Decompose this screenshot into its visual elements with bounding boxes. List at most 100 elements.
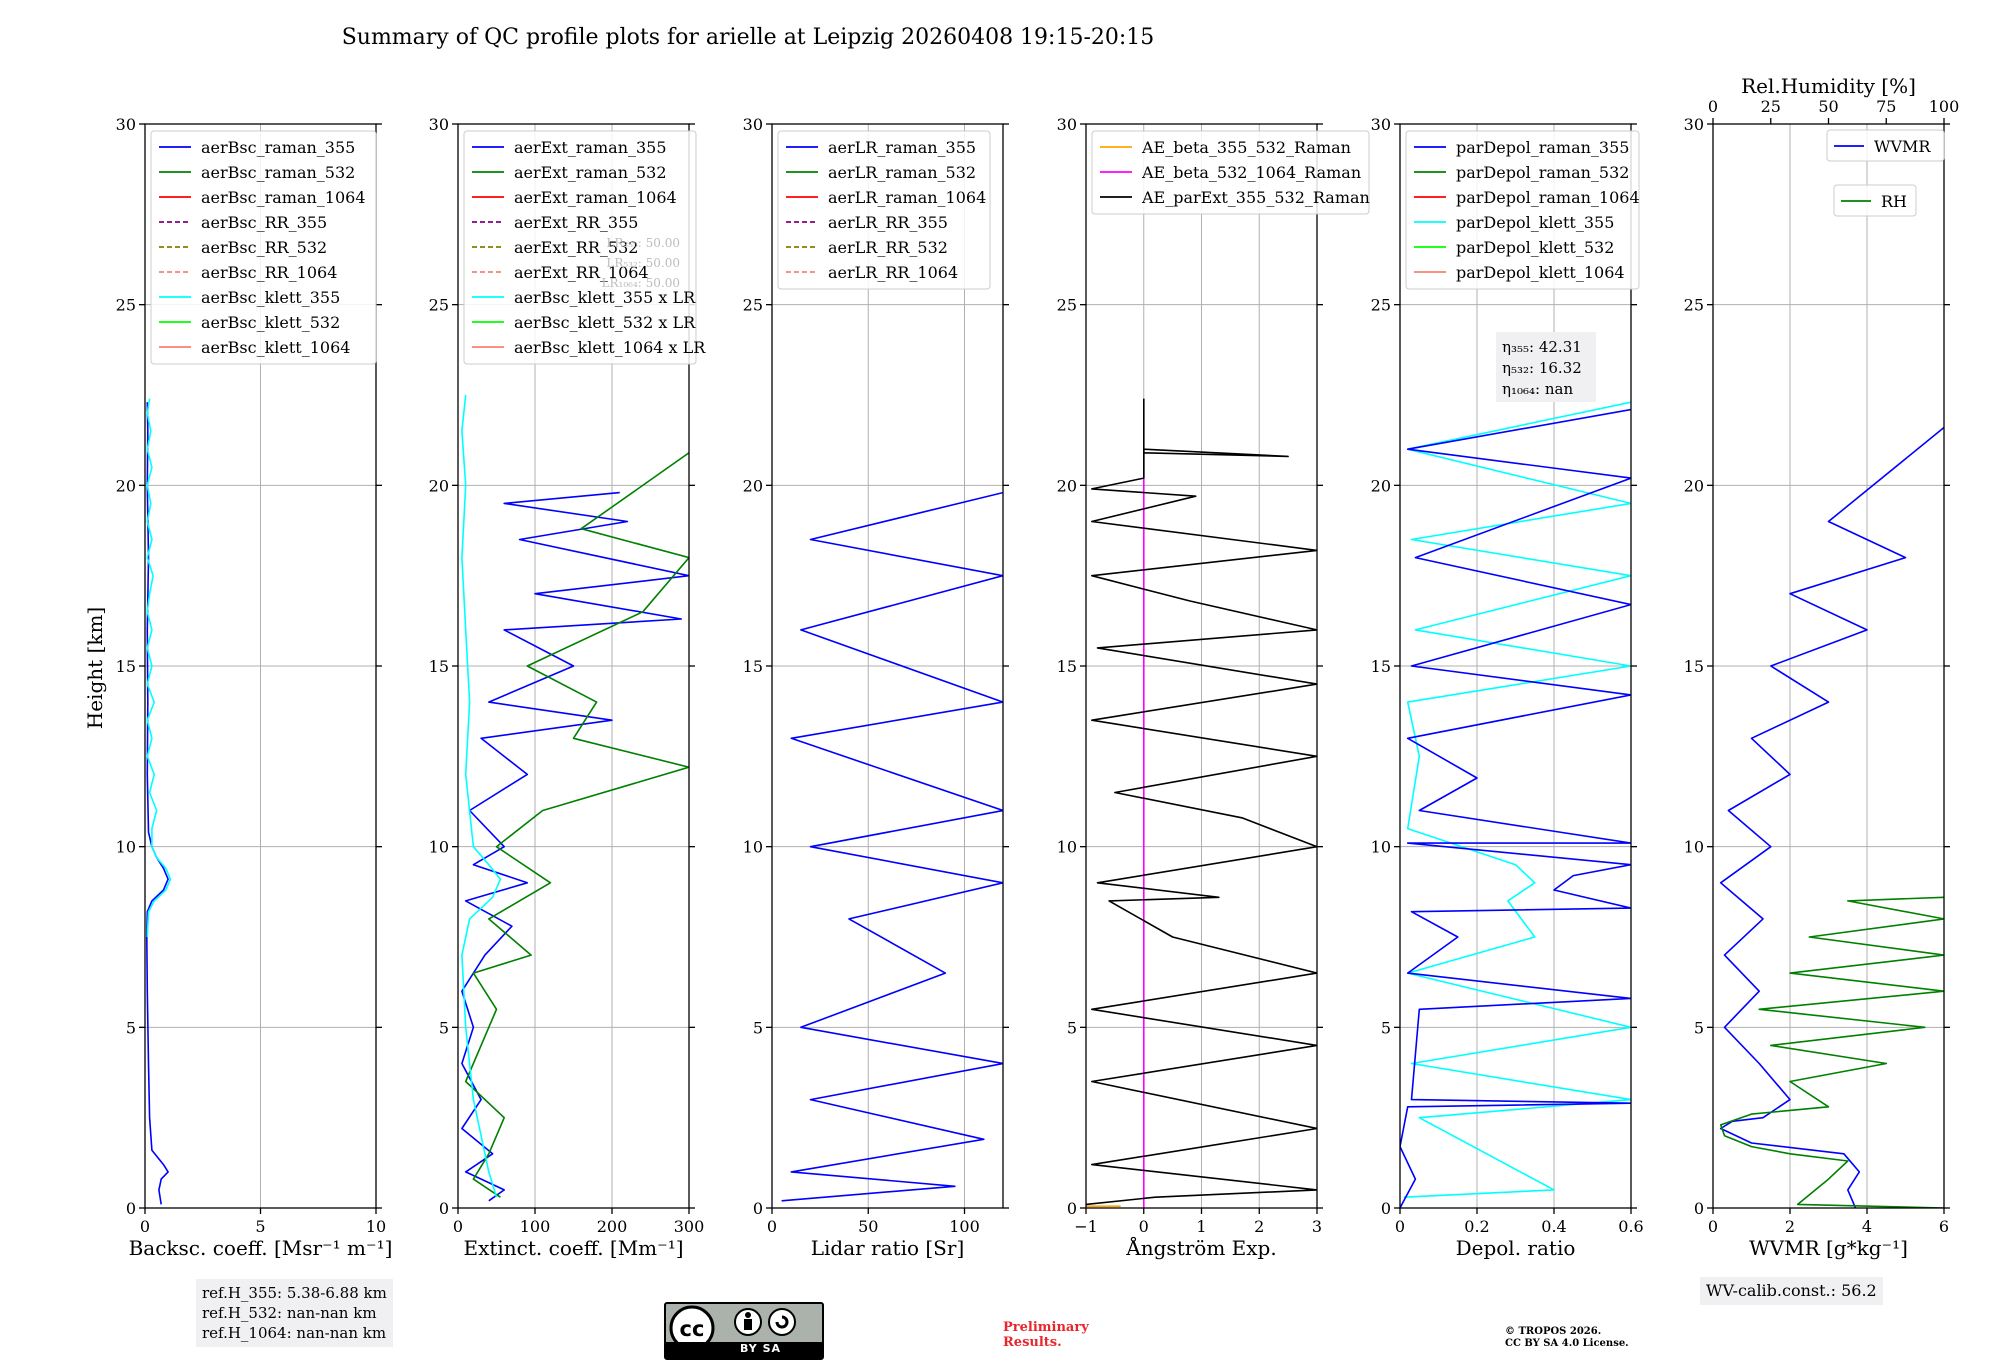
series-line-RH xyxy=(1719,896,1944,1208)
y-tick-label: 25 xyxy=(429,296,449,315)
series-group xyxy=(1086,398,1317,1208)
figure-title: Summary of QC profile plots for arielle … xyxy=(342,25,1155,50)
cc-license-terms: BY SA xyxy=(666,1342,822,1358)
subplot-depol: 0 0.2 0.4 0.6 0 5 10 15 20 25 30 Depol. ratio parDep… xyxy=(1371,115,1644,1260)
x-tick-label: 0.2 xyxy=(1464,1217,1489,1236)
subplot-wv: 0 2 4 6 0 5 10 15 20 25 30 WVMR [g*kg⁻¹] 0 25 50 75 100 R… xyxy=(1684,74,1960,1260)
legend-label: aerExt_raman_532 xyxy=(514,163,667,182)
legend-label: aerBsc_raman_1064 xyxy=(201,188,366,207)
y-tick-label: 25 xyxy=(1057,296,1077,315)
y-tick-label: 15 xyxy=(1057,657,1077,676)
x-tick-label: 4 xyxy=(1862,1217,1872,1236)
y-tick-label: 25 xyxy=(116,296,136,315)
legend-frame xyxy=(150,130,377,365)
subplot-lr: 0 50 100 0 5 10 15 20 25 30 Lidar ratio [Sr] aerLR_… xyxy=(743,115,1009,1260)
y-tick-label: 25 xyxy=(1371,296,1391,315)
legend-frame xyxy=(463,130,697,365)
series-group xyxy=(146,398,172,1205)
y-tick-label: 5 xyxy=(439,1018,449,1037)
x-tick-label: 0.6 xyxy=(1618,1217,1643,1236)
series-line-parDepol_raman_355 xyxy=(1400,408,1631,1208)
y-tick-label: 0 xyxy=(1694,1199,1704,1218)
x-tick-label: 0 xyxy=(767,1217,777,1236)
y-tick-label: 5 xyxy=(1067,1018,1077,1037)
legend-label: aerLR_raman_532 xyxy=(828,163,976,182)
y-tick-label: 30 xyxy=(743,115,763,134)
top-x-tick-label: 75 xyxy=(1876,97,1896,116)
svg-text:cc: cc xyxy=(680,1317,705,1341)
y-tick-label: 30 xyxy=(429,115,449,134)
lidar-ratio-annotation: LR₅₃₂: 50.00 xyxy=(606,256,680,270)
x-axis-label: Lidar ratio [Sr] xyxy=(811,1236,965,1260)
x-tick-label: 200 xyxy=(597,1217,628,1236)
legend-label: aerBsc_RR_1064 xyxy=(201,263,337,282)
legend-label: parDepol_raman_532 xyxy=(1456,163,1629,182)
series-line-aerBsc_raman_355 xyxy=(146,402,169,1205)
legend-label: parDepol_raman_1064 xyxy=(1456,188,1640,207)
series-group xyxy=(1400,401,1631,1208)
x-axis-label: Extinct. coeff. [Mm⁻¹] xyxy=(463,1236,683,1260)
x-tick-label: 2 xyxy=(1785,1217,1795,1236)
series-line-AE_parExt_355_532_Raman xyxy=(1086,398,1317,1206)
x-tick-label: 300 xyxy=(674,1217,705,1236)
y-tick-label: 10 xyxy=(1684,838,1704,857)
legend-label: aerBsc_klett_532 x LR xyxy=(514,313,696,332)
legend-label: aerBsc_klett_1064 xyxy=(201,338,350,357)
x-tick-label: 1 xyxy=(1196,1217,1206,1236)
y-tick-label: 5 xyxy=(1381,1018,1391,1037)
legend-label: aerLR_RR_1064 xyxy=(828,263,958,282)
x-axis-label: WVMR [g*kg⁻¹] xyxy=(1749,1236,1908,1260)
legend: aerLR_raman_355 aerLR_raman_532 aerLR_rama… xyxy=(777,130,991,290)
y-tick-label: 0 xyxy=(753,1199,763,1218)
y-tick-label: 30 xyxy=(116,115,136,134)
x-axis-label: Ångström Exp. xyxy=(1125,1235,1276,1260)
preliminary-line-1: Preliminary xyxy=(1003,1320,1089,1335)
y-tick-label: 10 xyxy=(116,838,136,857)
copyright-note: © TROPOS 2026. CC BY SA 4.0 License. xyxy=(1505,1326,1629,1350)
top-x-axis-label: Rel.Humidity [%] xyxy=(1741,74,1916,98)
legend: aerBsc_raman_355 aerBsc_raman_532 aerBsc_r… xyxy=(150,130,377,365)
legend-label: aerBsc_klett_532 xyxy=(201,313,340,332)
y-tick-label: 20 xyxy=(429,476,449,495)
legend-label: parDepol_klett_355 xyxy=(1456,213,1614,232)
x-tick-label: 0 xyxy=(1395,1217,1405,1236)
x-tick-label: 50 xyxy=(858,1217,878,1236)
y-tick-label: 0 xyxy=(1067,1199,1077,1218)
x-tick-label: 0.4 xyxy=(1541,1217,1566,1236)
legend-label: aerBsc_raman_355 xyxy=(201,138,355,157)
top-x-tick-label: 50 xyxy=(1818,97,1838,116)
y-tick-label: 15 xyxy=(429,657,449,676)
series-line-aerExt_raman_532 xyxy=(464,452,689,1198)
preliminary-results-note: Preliminary Results. xyxy=(1003,1320,1089,1350)
legend-label: parDepol_klett_1064 xyxy=(1456,263,1625,282)
subplot-bsc: 0 5 10 0 5 10 15 20 25 30 Backsc. coeff. [Msr⁻¹ m⁻… xyxy=(116,115,393,1260)
y-tick-label: 25 xyxy=(1684,296,1704,315)
y-tick-label: 20 xyxy=(743,476,763,495)
top-x-tick-label: 0 xyxy=(1708,97,1718,116)
y-tick-label: 30 xyxy=(1057,115,1077,134)
wv-calibration-box: WV-calib.const.: 56.2 xyxy=(1700,1277,1883,1305)
legend-label: aerLR_RR_355 xyxy=(828,213,948,232)
x-tick-label: 0 xyxy=(140,1217,150,1236)
y-tick-label: 15 xyxy=(116,657,136,676)
eta-annotation-box xyxy=(1496,332,1596,402)
legend: aerExt_raman_355 aerExt_raman_532 aerExt_r… xyxy=(463,130,706,365)
x-tick-label: 0 xyxy=(1139,1217,1149,1236)
legend-label: AE_beta_532_1064_Raman xyxy=(1141,163,1361,182)
legend-label: aerLR_raman_1064 xyxy=(828,188,986,207)
legend-frame xyxy=(1405,130,1640,290)
legend-label: aerExt_RR_1064 xyxy=(514,263,649,282)
height-axis-label: Height [km] xyxy=(83,607,107,729)
series-group xyxy=(1719,426,1944,1208)
legend-frame xyxy=(777,130,991,290)
lidar-ratio-annotation: LR₃₅₅: 50.00 xyxy=(606,236,680,250)
legend-box-WVMR: WVMR xyxy=(1826,129,1945,162)
series-line-aerBsc_klett_355 xyxy=(146,398,172,938)
cc-logo-icon: cc xyxy=(669,1305,796,1351)
x-tick-label: 5 xyxy=(255,1217,265,1236)
x-tick-label: 0 xyxy=(453,1217,463,1236)
legend-label: aerBsc_klett_355 xyxy=(201,288,340,307)
series-line-WVMR xyxy=(1719,426,1944,1208)
eta-annotation: η₃₅₅: 42.31 η₅₃₂: 16.32 η₁₀₆₄: nan xyxy=(1496,332,1596,402)
